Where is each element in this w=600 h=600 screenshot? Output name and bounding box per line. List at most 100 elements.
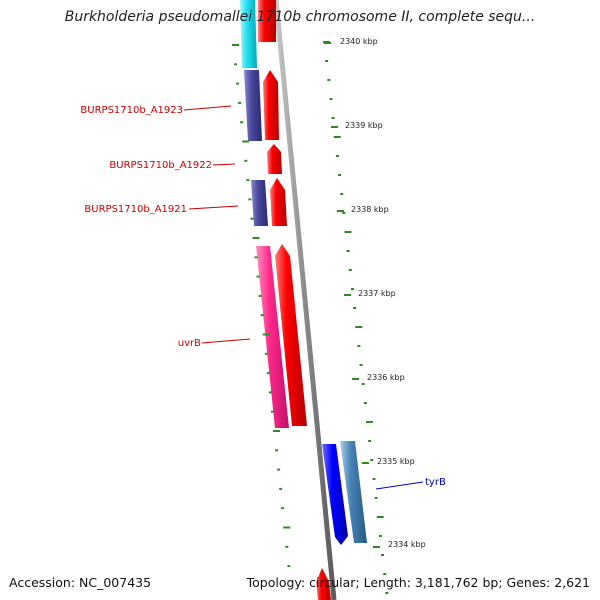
tick-mark (331, 117, 335, 119)
cds-arrow[interactable] (270, 178, 287, 226)
tick-mark (234, 63, 238, 66)
tick-label: 2336 kbp (367, 373, 405, 382)
tick-mark (325, 60, 329, 62)
cds-arrow[interactable] (244, 70, 262, 141)
tick-mark (254, 256, 258, 259)
gene-label[interactable]: tyrB (425, 477, 446, 488)
tick-mark (279, 487, 283, 490)
tick-mark (361, 383, 365, 385)
tick-label: 2338 kbp (351, 205, 389, 214)
tick-mark (370, 459, 374, 461)
cds-arrow[interactable] (240, 0, 257, 68)
tick-mark (244, 159, 248, 162)
tick-mark (338, 174, 342, 176)
gene-label[interactable]: uvrB (178, 338, 201, 349)
tick-mark (252, 237, 260, 239)
map-title: Burkholderia pseudomallei 1710b chromoso… (64, 9, 536, 25)
tick-mark (246, 179, 250, 182)
tick-mark (285, 545, 289, 548)
gene-label-leader (188, 205, 239, 210)
cds-arrow[interactable] (267, 144, 282, 174)
tick-mark (240, 121, 244, 124)
tick-mark (344, 294, 351, 296)
tick-mark (327, 79, 331, 81)
chromosome-backbone (273, 0, 337, 600)
tick-mark (340, 193, 344, 195)
tick-mark (357, 345, 361, 347)
gene-label-leader (183, 105, 232, 111)
cds-arrow[interactable] (322, 444, 348, 545)
tick-mark (376, 516, 384, 518)
tick-label: 2340 kbp (340, 37, 378, 46)
tick-mark (373, 546, 380, 548)
tick-mark (342, 212, 346, 214)
tick-mark (355, 326, 363, 328)
tick-mark (352, 378, 359, 380)
cds-arrow[interactable] (258, 0, 276, 42)
cds-arrow[interactable] (340, 441, 367, 543)
gene-label[interactable]: BURPS1710b_A1922 (109, 160, 212, 171)
tick-mark (260, 314, 264, 317)
accession-text: Accession: NC_007435 (9, 575, 152, 590)
tick-mark (273, 430, 280, 432)
genome-summary-text: Topology: circular; Length: 3,181,762 bp… (246, 575, 590, 590)
tick-mark (333, 136, 341, 138)
tick-mark (287, 565, 291, 568)
tick-mark (266, 372, 270, 375)
tick-mark (275, 449, 279, 452)
tick-mark (324, 42, 331, 44)
tick-mark (268, 391, 272, 394)
tick-mark (348, 269, 352, 271)
tick-mark (270, 410, 274, 413)
tick-mark (281, 507, 285, 510)
tick-mark (232, 44, 239, 46)
tick-mark (335, 155, 339, 157)
tick-mark (346, 250, 350, 252)
tick-mark (331, 126, 338, 128)
tick-mark (337, 210, 344, 212)
tick-mark (383, 573, 387, 575)
gene-label[interactable]: BURPS1710b_A1921 (84, 204, 187, 215)
tick-mark (366, 421, 373, 423)
tick-mark (385, 592, 389, 594)
cds-arrow[interactable] (263, 70, 279, 140)
tick-mark (378, 535, 382, 537)
tick-mark (242, 140, 250, 143)
cds-arrow[interactable] (251, 180, 268, 226)
tick-mark (250, 217, 254, 220)
gene-label[interactable]: BURPS1710b_A1923 (80, 105, 183, 116)
scale-ticks: 2340 kbp 2339 kbp 2338 kbp 2337 kbp 2336 kbp… (232, 37, 426, 594)
cds-arrow[interactable] (256, 246, 289, 428)
tick-label: 2334 kbp (388, 540, 426, 549)
tick-mark (264, 352, 268, 355)
tick-mark (344, 231, 352, 233)
tick-mark (353, 307, 357, 309)
tick-mark (350, 288, 354, 290)
cds-arrow[interactable] (275, 244, 307, 426)
tick-label: 2337 kbp (358, 289, 396, 298)
tick-mark (368, 440, 372, 442)
gene-label-leader (375, 481, 424, 490)
gene-label-leader (201, 338, 251, 344)
cds-arrow[interactable] (316, 568, 331, 600)
tick-mark (256, 275, 260, 278)
tick-mark (238, 101, 242, 104)
tick-mark (262, 333, 270, 336)
gene-label-leader (212, 163, 236, 166)
tick-mark (258, 294, 262, 297)
tick-mark (277, 468, 281, 471)
tick-mark (381, 554, 385, 556)
tick-mark (363, 402, 367, 404)
tick-mark (248, 198, 252, 201)
tick-label: 2339 kbp (345, 121, 383, 130)
gene-labels: BURPS1710b_A1923 BURPS1710b_A1922 BURPS171… (80, 105, 446, 490)
tick-mark (283, 526, 291, 529)
tick-mark (329, 98, 333, 100)
tick-mark (374, 497, 378, 499)
tick-mark (362, 462, 369, 464)
tick-mark (359, 364, 363, 366)
tick-label: 2335 kbp (377, 457, 415, 466)
tick-mark (372, 478, 376, 480)
